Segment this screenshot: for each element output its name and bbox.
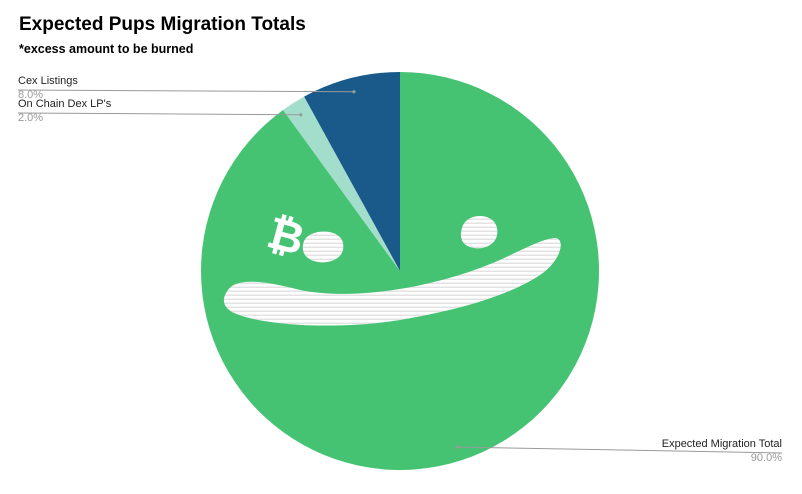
chart-title: Expected Pups Migration Totals [19,14,306,35]
pie-slices [201,72,600,470]
left-eye [302,231,344,263]
slice-percent-expected-migration-total: 90.0% [751,452,782,464]
slice-label-cex-listings: Cex Listings [18,75,78,87]
leader-dot-expected-migration-total [455,445,459,449]
slice-percent-on-chain-dex-lp-s: 2.0% [18,112,43,124]
smile-mouth [223,238,561,326]
slice-label-on-chain-dex-lp-s: On Chain Dex LP's [18,98,112,110]
leader-dot-on-chain-dex-lp-s [299,113,303,117]
pie-slice-on-chain-dex-lp-s [283,96,400,272]
slice-percent-cex-listings: 8.0% [18,89,43,101]
pie-labels: Expected Migration Total 90.0% On Chain De… [18,75,782,464]
right-eye [460,216,498,249]
pie-leader-lines [17,89,783,454]
chart-subtitle: *excess amount to be burned [19,42,194,56]
pie-slice-cex-listings [304,72,400,271]
leader-dot-cex-listings [352,90,356,94]
slice-label-expected-migration-total: Expected Migration Total [662,438,782,450]
leader-line-cex-listings [17,89,354,93]
leader-line-on-chain-dex-lp-s [17,112,301,116]
leader-line-expected-migration-total [457,446,783,454]
